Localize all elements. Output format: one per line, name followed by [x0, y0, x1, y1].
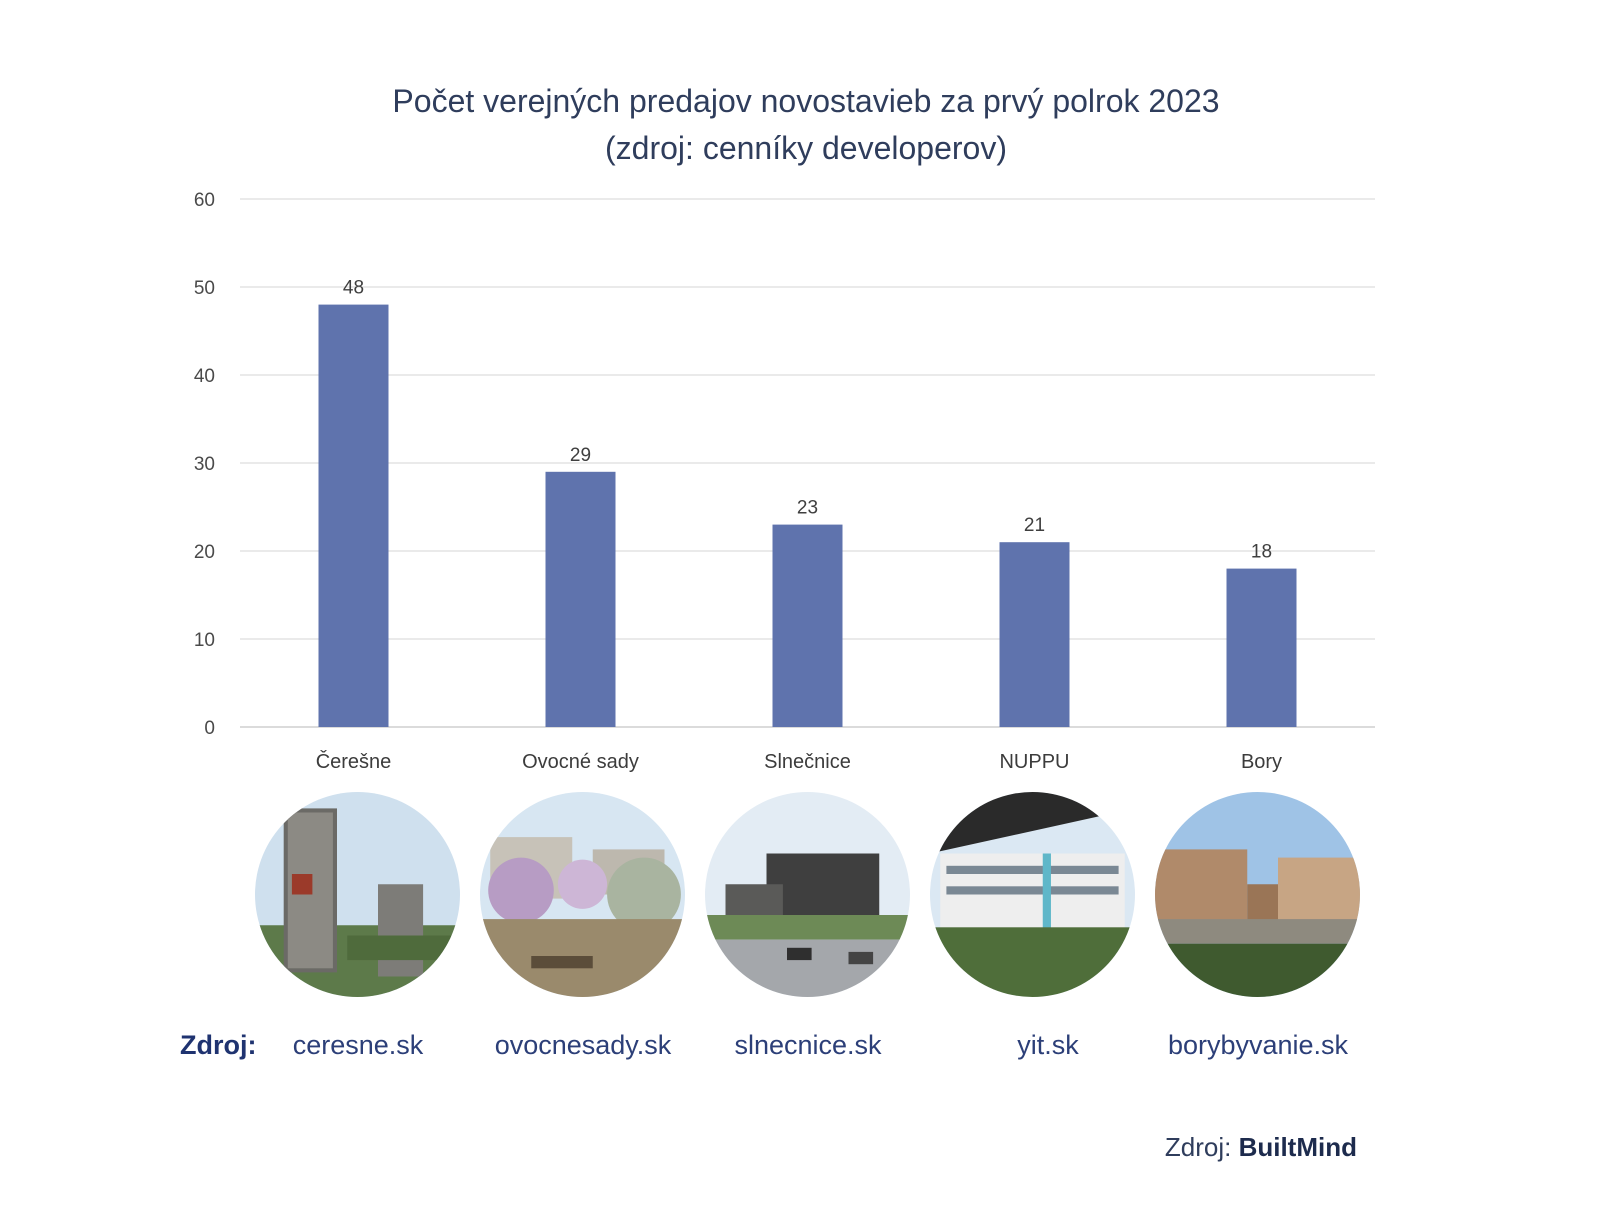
- project-photo-slnecnice: [705, 792, 910, 997]
- source-link-borybyvanie[interactable]: borybyvanie.sk: [1167, 1030, 1349, 1060]
- data-label: 18: [1251, 542, 1272, 563]
- bar: [545, 471, 616, 727]
- project-photo-ceresne: [255, 792, 460, 997]
- y-tick-label: 0: [204, 718, 215, 739]
- project-photo-bory: [1155, 792, 1360, 997]
- y-tick-label: 60: [194, 190, 215, 211]
- source-link-ceresne[interactable]: ceresne.sk: [292, 1030, 424, 1060]
- sources-prefix: Zdroj:: [180, 1030, 257, 1060]
- y-tick-label: 20: [194, 542, 215, 563]
- source-link-yit[interactable]: yit.sk: [1017, 1030, 1079, 1060]
- data-label: 48: [343, 278, 364, 299]
- bar-chart: 0 10 20 30 40 50 60 48 Čerešne 29 Ovocné sady 23 Sln…: [194, 190, 1375, 773]
- bar: [1226, 568, 1297, 727]
- y-tick-label: 40: [194, 366, 215, 387]
- category-label: Čerešne: [316, 750, 392, 773]
- category-label: Slnečnice: [764, 751, 851, 773]
- bar: [772, 524, 843, 727]
- footer-brand: BuiltMind: [1238, 1132, 1357, 1162]
- bar: [999, 542, 1070, 727]
- data-label: 23: [797, 498, 818, 519]
- y-tick-label: 50: [194, 278, 215, 299]
- category-label: Bory: [1241, 751, 1282, 773]
- project-photo-nuppu: [930, 792, 1135, 997]
- footer-source: Zdroj: BuiltMind: [1165, 1132, 1357, 1163]
- y-tick-label: 30: [194, 454, 215, 475]
- category-label: NUPPU: [999, 751, 1069, 773]
- data-label: 21: [1024, 515, 1045, 536]
- y-tick-label: 10: [194, 630, 215, 651]
- bar: [318, 304, 389, 727]
- source-link-slnecnice[interactable]: slnecnice.sk: [734, 1030, 882, 1060]
- project-photo-ovocne-sady: [480, 792, 685, 997]
- data-label: 29: [570, 445, 591, 466]
- chart-title-line1: Počet verejných predajov novostavieb za …: [392, 83, 1220, 119]
- chart-title: Počet verejných predajov novostavieb za …: [0, 78, 1612, 172]
- source-link-ovocnesady[interactable]: ovocnesady.sk: [494, 1030, 672, 1060]
- category-label: Ovocné sady: [522, 751, 639, 773]
- footer-prefix: Zdroj:: [1164, 1132, 1232, 1162]
- chart-title-line2: (zdroj: cenníky developerov): [605, 130, 1007, 166]
